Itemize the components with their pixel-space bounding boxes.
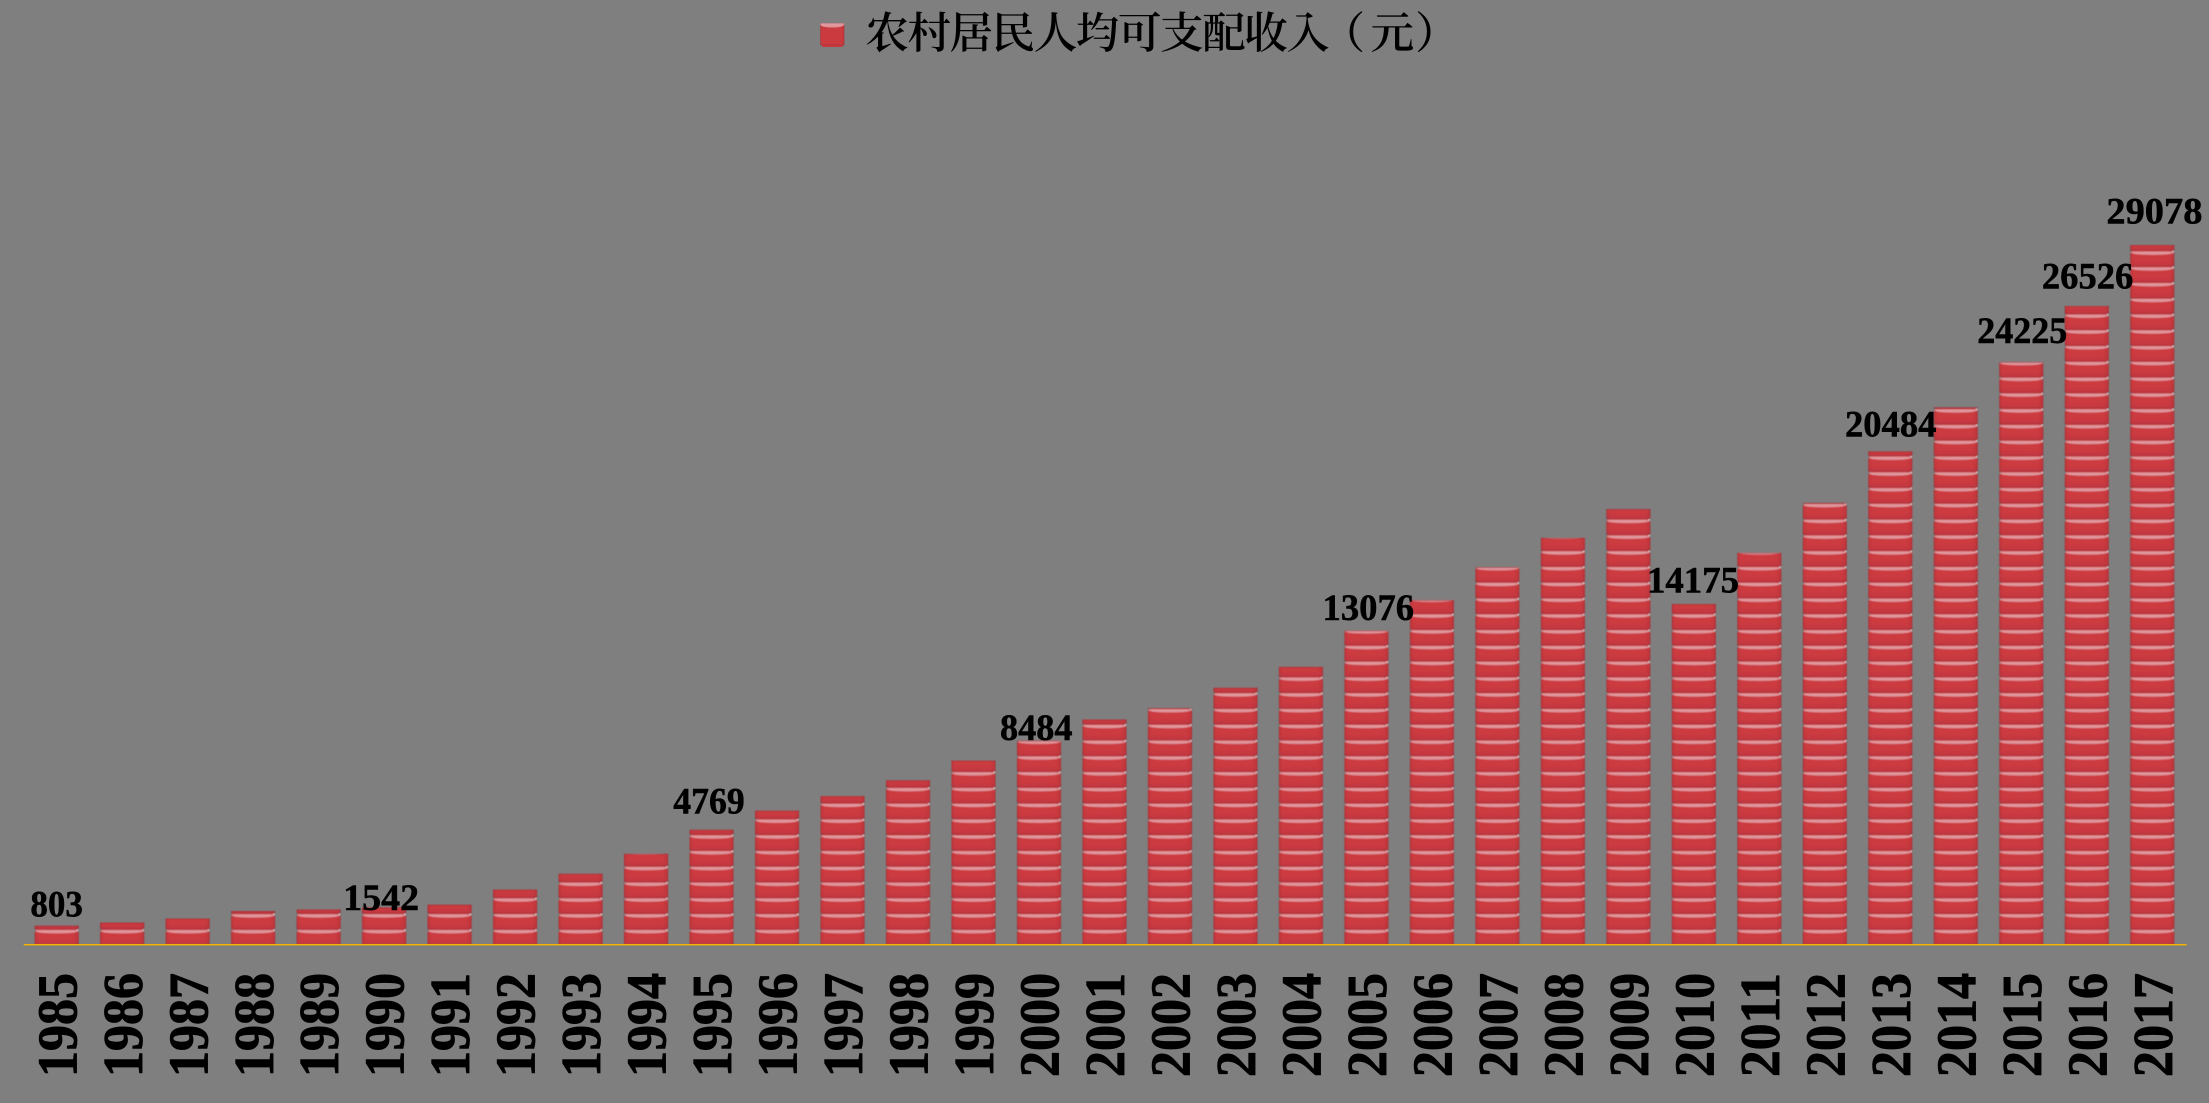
svg-text:2005: 2005 bbox=[1337, 973, 1399, 1077]
svg-text:803: 803 bbox=[30, 885, 83, 926]
svg-text:14175: 14175 bbox=[1647, 561, 1739, 602]
svg-text:2014: 2014 bbox=[1926, 973, 1988, 1077]
svg-text:2002: 2002 bbox=[1141, 973, 1203, 1077]
svg-text:2000: 2000 bbox=[1010, 973, 1072, 1077]
svg-text:2001: 2001 bbox=[1075, 973, 1137, 1077]
svg-text:1992: 1992 bbox=[486, 973, 548, 1077]
svg-text:2010: 2010 bbox=[1664, 973, 1726, 1077]
svg-text:24225: 24225 bbox=[1977, 311, 2067, 352]
svg-text:13076: 13076 bbox=[1323, 588, 1415, 629]
svg-text:2009: 2009 bbox=[1599, 973, 1661, 1077]
svg-text:2016: 2016 bbox=[2057, 973, 2119, 1077]
svg-text:8484: 8484 bbox=[1000, 708, 1073, 749]
svg-text:29078: 29078 bbox=[2106, 192, 2202, 233]
svg-text:1985: 1985 bbox=[27, 973, 89, 1077]
svg-text:2013: 2013 bbox=[1861, 973, 1923, 1077]
svg-text:26526: 26526 bbox=[2042, 257, 2134, 298]
svg-text:2006: 2006 bbox=[1403, 973, 1465, 1077]
svg-text:1999: 1999 bbox=[944, 973, 1006, 1077]
svg-text:1988: 1988 bbox=[224, 973, 286, 1077]
svg-text:1986: 1986 bbox=[93, 973, 155, 1077]
svg-text:2008: 2008 bbox=[1533, 973, 1595, 1077]
svg-text:2003: 2003 bbox=[1206, 973, 1268, 1077]
svg-text:4769: 4769 bbox=[673, 781, 745, 822]
svg-text:2004: 2004 bbox=[1272, 973, 1334, 1077]
svg-text:20484: 20484 bbox=[1845, 405, 1937, 446]
svg-text:1994: 1994 bbox=[617, 973, 679, 1077]
svg-text:2017: 2017 bbox=[2123, 973, 2185, 1077]
svg-text:1996: 1996 bbox=[748, 973, 810, 1077]
svg-text:2007: 2007 bbox=[1468, 973, 1530, 1077]
svg-text:2015: 2015 bbox=[1992, 973, 2054, 1077]
svg-text:1987: 1987 bbox=[158, 973, 220, 1077]
svg-text:1991: 1991 bbox=[420, 973, 482, 1077]
svg-text:1993: 1993 bbox=[551, 973, 613, 1077]
svg-text:1990: 1990 bbox=[355, 973, 417, 1077]
svg-text:1995: 1995 bbox=[682, 973, 744, 1077]
svg-text:2011: 2011 bbox=[1730, 973, 1792, 1077]
svg-text:1989: 1989 bbox=[289, 973, 351, 1077]
svg-text:1998: 1998 bbox=[879, 973, 941, 1077]
svg-text:1542: 1542 bbox=[343, 878, 419, 919]
svg-text:2012: 2012 bbox=[1795, 973, 1857, 1077]
svg-text:1997: 1997 bbox=[813, 973, 875, 1077]
